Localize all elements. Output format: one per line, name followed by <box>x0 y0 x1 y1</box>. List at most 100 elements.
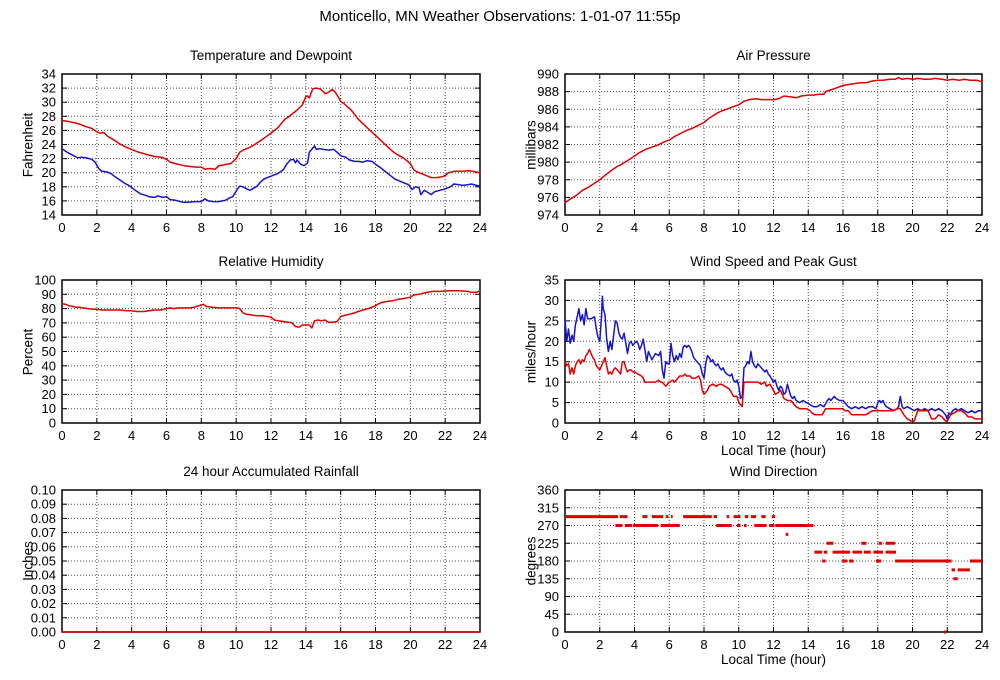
y-tick-label: 30 <box>545 293 559 308</box>
x-tick-label: 18 <box>368 220 382 235</box>
x-tick-label: 0 <box>561 428 568 443</box>
x-tick-label: 14 <box>299 220 313 235</box>
x-tick-label: 6 <box>666 637 673 652</box>
x-tick-label: 18 <box>871 220 885 235</box>
y-tick-label: 270 <box>537 518 559 533</box>
x-tick-label: 16 <box>333 220 347 235</box>
y-tick-label: 0.03 <box>31 582 56 597</box>
y-tick-label: 978 <box>537 172 559 187</box>
chart-title-accumulated-rainfall: 24 hour Accumulated Rainfall <box>183 464 359 479</box>
x-tick-label: 0 <box>58 220 65 235</box>
y-tick-label: 32 <box>42 81 56 96</box>
x-tick-label: 8 <box>700 637 707 652</box>
chart-title-wind-direction: Wind Direction <box>729 464 818 479</box>
y-tick-label: 0.05 <box>31 554 56 569</box>
temperature-dewpoint-chart: 0 2 4 6 8 10 12 14 16 18 20 22 241416182022242628303… <box>42 67 488 236</box>
y-tick-label: 315 <box>537 500 559 515</box>
y-tick-label: 5 <box>552 395 559 410</box>
y-tick-label: 30 <box>42 95 56 110</box>
y-tick-label: 45 <box>545 607 559 622</box>
x-tick-label: 0 <box>561 637 568 652</box>
pressure-line <box>564 76 983 204</box>
x-tick-label: 4 <box>128 428 135 443</box>
y-tick-label: 20 <box>42 387 56 402</box>
x-tick-label: 6 <box>666 220 673 235</box>
x-tick-label: 14 <box>801 220 815 235</box>
y-tick-label: 60 <box>42 330 56 345</box>
chart-title-relative-humidity: Relative Humidity <box>218 254 324 269</box>
y-tick-label: 15 <box>545 354 559 369</box>
chart-title-wind-speed-gust: Wind Speed and Peak Gust <box>690 254 857 269</box>
x-tick-label: 2 <box>596 637 603 652</box>
page-title: Monticello, MN Weather Observations: 1-0… <box>319 8 681 25</box>
y-tick-label: 0.07 <box>31 525 56 540</box>
x-tick-label: 2 <box>93 428 100 443</box>
y-tick-label: 30 <box>42 373 56 388</box>
x-tick-label: 20 <box>403 428 417 443</box>
x-tick-label: 20 <box>403 220 417 235</box>
x-tick-label: 22 <box>438 428 452 443</box>
y-tick-label: 22 <box>42 151 56 166</box>
x-tick-label: 4 <box>631 428 638 443</box>
xlabel-local-time-wind-direction: Local Time (hour) <box>720 652 827 667</box>
x-tick-label: 24 <box>473 637 487 652</box>
y-tick-label: 70 <box>42 315 56 330</box>
x-tick-label: 14 <box>801 637 815 652</box>
y-tick-label: 0.00 <box>31 625 56 640</box>
x-tick-label: 2 <box>93 637 100 652</box>
ylabel-millibars: millibars <box>523 119 539 170</box>
y-tick-label: 984 <box>537 119 559 134</box>
x-tick-label: 0 <box>58 428 65 443</box>
x-tick-label: 6 <box>163 637 170 652</box>
x-tick-label: 20 <box>905 637 919 652</box>
y-tick-label: 10 <box>545 375 559 390</box>
y-tick-label: 26 <box>42 123 56 138</box>
plot-border <box>61 73 481 216</box>
x-tick-label: 16 <box>333 637 347 652</box>
y-tick-label: 0 <box>49 416 56 431</box>
y-tick-label: 982 <box>537 137 559 152</box>
y-tick-label: 20 <box>545 334 559 349</box>
x-tick-label: 16 <box>333 428 347 443</box>
y-tick-label: 180 <box>537 554 559 569</box>
y-tick-label: 14 <box>42 208 56 223</box>
x-tick-label: 24 <box>473 220 487 235</box>
x-tick-label: 0 <box>58 637 65 652</box>
x-tick-label: 14 <box>801 428 815 443</box>
x-tick-label: 12 <box>264 220 278 235</box>
x-tick-label: 8 <box>198 220 205 235</box>
y-tick-label: 24 <box>42 137 56 152</box>
x-tick-label: 12 <box>766 637 780 652</box>
x-tick-label: 16 <box>836 220 850 235</box>
x-tick-label: 12 <box>766 220 780 235</box>
y-tick-label: 40 <box>42 358 56 373</box>
x-tick-label: 4 <box>128 220 135 235</box>
y-tick-label: 0 <box>552 625 559 640</box>
y-tick-label: 80 <box>42 301 56 316</box>
y-tick-label: 988 <box>537 84 559 99</box>
y-tick-label: 0.04 <box>31 568 56 583</box>
x-tick-label: 10 <box>732 428 746 443</box>
x-tick-label: 8 <box>198 428 205 443</box>
y-tick-label: 25 <box>545 313 559 328</box>
plot-border <box>564 279 983 424</box>
y-tick-label: 0.08 <box>31 511 56 526</box>
humidity-line <box>61 289 481 329</box>
y-tick-label: 974 <box>537 208 559 223</box>
x-tick-label: 4 <box>128 637 135 652</box>
y-tick-label: 990 <box>537 67 559 82</box>
peak-gust-line <box>564 295 983 420</box>
x-tick-label: 14 <box>299 428 313 443</box>
x-tick-label: 16 <box>836 428 850 443</box>
x-tick-label: 24 <box>473 428 487 443</box>
x-tick-label: 24 <box>975 220 989 235</box>
plot-border <box>61 279 481 424</box>
y-tick-label: 90 <box>545 589 559 604</box>
xlabel-local-time-wind-speed: Local Time (hour) <box>720 443 827 458</box>
x-tick-label: 4 <box>631 637 638 652</box>
ylabel-degrees: degrees <box>523 536 539 586</box>
y-tick-label: 0.10 <box>31 483 56 498</box>
x-tick-label: 2 <box>596 220 603 235</box>
